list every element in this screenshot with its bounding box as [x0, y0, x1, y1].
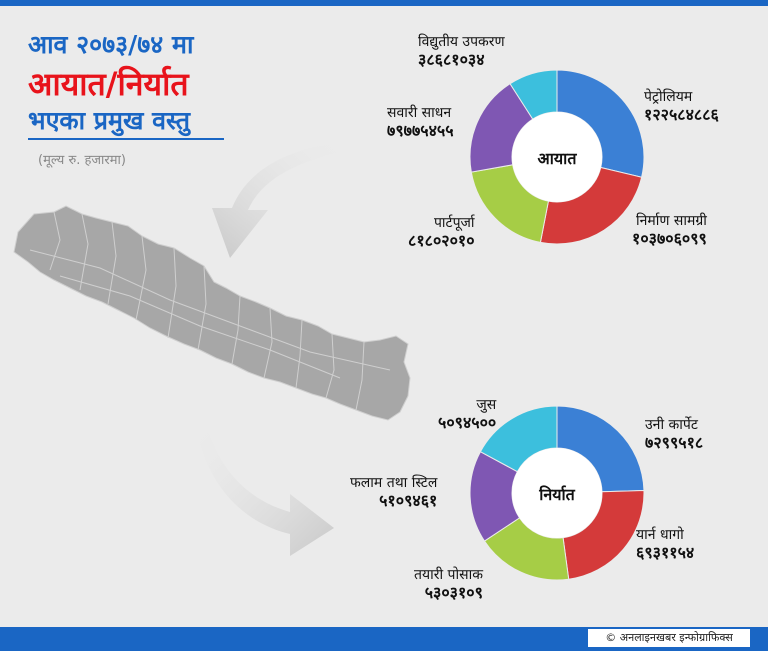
slice-value: ५१०९४६१ — [379, 491, 438, 510]
slice-name: सवारी साधन — [387, 105, 452, 121]
slice-value: ६९३११५४ — [636, 543, 695, 562]
top-accent-bar — [0, 0, 768, 6]
nepal-map — [13, 205, 411, 421]
import-label-electrical: विद्युतीय उपकरण ३८६८१०३४ — [418, 34, 505, 68]
import-donut-chart — [469, 69, 645, 245]
title-line-1: आव २०७३/७४ मा — [28, 30, 194, 59]
slice-value: ५०९४५०० — [438, 413, 497, 432]
export-donut-chart — [469, 405, 645, 581]
export-label-iron-steel: फलाम तथा स्टिल ५१०९४६१ — [350, 475, 437, 509]
export-center-label: निर्यात — [538, 485, 575, 504]
import-label-construction: निर्माण सामग्री १०३७०६०९९ — [632, 213, 707, 247]
import-label-parts: पार्टपूर्जा ८१८०२०१० — [408, 215, 475, 249]
import-label-vehicles: सवारी साधन ७९७७५४५५ — [387, 105, 454, 139]
slice-name: उनी कार्पेट — [645, 417, 698, 433]
slice-value: ७२९९५१८ — [645, 433, 704, 452]
slice-value: १०३७०६०९९ — [632, 229, 707, 248]
curved-arrow-bottom — [195, 420, 334, 556]
slice-value: ८१८०२०१० — [408, 231, 475, 250]
slice-name: पेट्रोलियम — [644, 89, 693, 105]
export-label-carpet: उनी कार्पेट ७२९९५१८ — [645, 417, 703, 451]
export-label-garments: तयारी पोसाक ५३०३१०९ — [414, 567, 483, 601]
slice-value: ५३०३१०९ — [424, 583, 483, 602]
slice-name: यार्न धागो — [636, 527, 684, 543]
import-slice-5 — [509, 69, 558, 120]
slice-name: निर्माण सामग्री — [635, 213, 707, 229]
export-donut-hole — [512, 448, 602, 538]
title-underline — [28, 138, 224, 140]
credit-badge: © अनलाइनखबर इन्फोग्राफिक्स — [588, 629, 750, 647]
slice-name: जुस — [476, 397, 497, 413]
slice-name: विद्युतीय उपकरण — [418, 34, 505, 50]
export-label-yarn: यार्न धागो ६९३११५४ — [636, 527, 694, 561]
slice-value: १२२५८४८८६ — [644, 105, 719, 124]
unit-note: (मूल्य रु. हजारमा) — [38, 153, 126, 168]
slice-value: ३८६८१०३४ — [418, 50, 485, 69]
slice-name: पार्टपूर्जा — [433, 215, 475, 231]
export-label-juice: जुस ५०९४५०० — [438, 397, 496, 431]
title-line-2: आयात/निर्यात — [28, 65, 189, 103]
title-line-3: भएका प्रमुख वस्तु — [28, 106, 190, 135]
import-donut-hole — [512, 112, 602, 202]
slice-name: फलाम तथा स्टिल — [350, 475, 438, 491]
import-center-label: आयात — [538, 149, 578, 168]
slice-name: तयारी पोसाक — [414, 567, 483, 583]
slice-value: ७९७७५४५५ — [387, 121, 454, 140]
curved-arrow-top — [212, 142, 350, 258]
import-label-petroleum: पेट्रोलियम १२२५८४८८६ — [644, 89, 719, 123]
